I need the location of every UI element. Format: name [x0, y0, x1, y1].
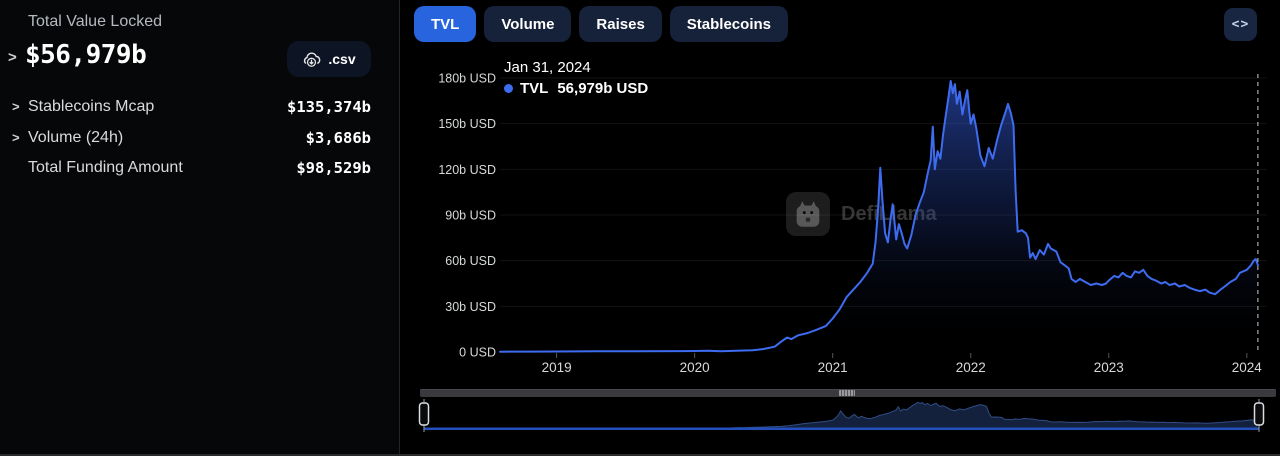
volume-24h-label: Volume (24h): [28, 129, 124, 146]
y-axis-label: 120b USD: [438, 163, 496, 177]
tab-stablecoins[interactable]: Stablecoins: [669, 6, 788, 42]
tvl-expand-chevron-icon[interactable]: >: [8, 49, 17, 66]
tooltip-series-value: 56,979b USD: [557, 80, 649, 97]
x-axis-label: 2024: [1232, 360, 1263, 375]
series-dot-icon: [504, 84, 513, 93]
y-axis-label: 30b USD: [445, 300, 496, 314]
minimap-baseline: [424, 427, 1259, 430]
chart-tabs: TVL Volume Raises Stablecoins: [414, 6, 788, 42]
metrics-panel: Total Value Locked > $56,979b .csv > Sta…: [0, 0, 400, 456]
x-axis-label: 2021: [818, 360, 848, 375]
tvl-total-value: $56,979b: [25, 40, 147, 70]
volume-24h-value: $3,686b: [305, 129, 371, 147]
x-axis-label: 2023: [1094, 360, 1124, 375]
total-funding-label: Total Funding Amount: [28, 159, 183, 176]
code-brackets-icon: <>: [1231, 17, 1250, 32]
brush-handle-right[interactable]: [1253, 402, 1265, 426]
scrollbar-grip[interactable]: [839, 390, 855, 396]
defillama-llama-icon: [786, 192, 830, 236]
chart-panel: TVL Volume Raises Stablecoins <> Jan 31,…: [400, 0, 1280, 456]
x-axis-label: 2020: [680, 360, 710, 375]
chart-scrollbar[interactable]: [420, 389, 1276, 397]
stablecoins-mcap-label: Stablecoins Mcap: [28, 98, 155, 115]
x-axis-label: 2019: [542, 360, 572, 375]
y-axis-label: 90b USD: [445, 209, 496, 223]
tooltip-series-name: TVL: [520, 80, 549, 97]
y-axis-label: 60b USD: [445, 254, 496, 268]
tooltip-legend: TVL 56,979b USD: [504, 80, 648, 97]
x-axis-label: 2022: [956, 360, 986, 375]
download-csv-button[interactable]: .csv: [287, 41, 371, 77]
csv-button-label: .csv: [328, 51, 356, 67]
row-chevron-icon: >: [12, 130, 20, 145]
page-title: Total Value Locked: [28, 13, 163, 30]
download-cloud-icon: [302, 50, 321, 69]
tvl-chart[interactable]: 0 USD 30b USD 60b USD 90b USD 120b USD 150b U…: [400, 0, 1280, 456]
stablecoins-mcap-value: $135,374b: [287, 98, 371, 116]
tooltip-date: Jan 31, 2024: [504, 59, 591, 76]
chart-tooltip: Jan 31, 2024 TVL 56,979b USD: [504, 59, 648, 97]
defillama-watermark: DefiLlama: [786, 192, 937, 236]
watermark-text: DefiLlama: [841, 202, 937, 225]
tvl-line: [499, 80, 1259, 353]
tvl-area-fill: [500, 81, 1258, 352]
tab-volume[interactable]: Volume: [484, 6, 572, 42]
volume-24h-row[interactable]: > Volume (24h) $3,686b: [0, 129, 399, 151]
minimap-area[interactable]: [424, 402, 1259, 429]
tab-tvl[interactable]: TVL: [414, 6, 477, 42]
row-chevron-icon: >: [12, 99, 20, 114]
embed-code-button[interactable]: <>: [1224, 8, 1257, 41]
tab-raises[interactable]: Raises: [579, 6, 662, 42]
total-funding-value: $98,529b: [296, 159, 371, 177]
brush-handle-left[interactable]: [418, 402, 430, 426]
total-funding-row: Total Funding Amount $98,529b: [0, 159, 399, 181]
y-axis-label: 180b USD: [438, 72, 496, 86]
y-axis-label: 150b USD: [438, 117, 496, 131]
y-axis-label: 0 USD: [459, 346, 496, 360]
stablecoins-mcap-row[interactable]: > Stablecoins Mcap $135,374b: [0, 98, 399, 120]
minimap-line: [424, 401, 1255, 430]
